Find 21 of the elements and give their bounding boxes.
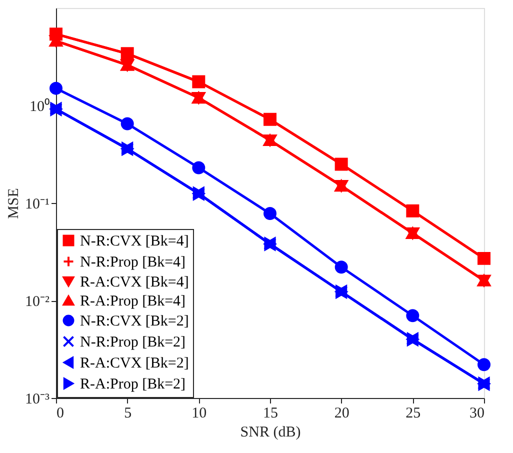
y-tick-label: 10⁰ <box>30 98 50 115</box>
legend-label: N-R:CVX [Bk=2] <box>80 314 189 330</box>
y-axis-title: MSE <box>6 188 22 219</box>
x-tick-label: 5 <box>124 406 132 422</box>
legend-label: N-R:Prop [Bk=4] <box>80 254 186 270</box>
legend-label: N-R:CVX [Bk=4] <box>80 234 189 250</box>
x-tick-label: 15 <box>263 406 278 422</box>
legend-label: R-A:Prop [Bk=2] <box>80 376 186 392</box>
x-tick-label: 20 <box>334 406 350 422</box>
x-tick-label: 0 <box>56 406 64 422</box>
y-tick-label: 10⁻³ <box>25 392 50 408</box>
legend-label: R-A:CVX [Bk=4] <box>80 274 189 290</box>
y-tick-label: 10⁻¹ <box>25 196 50 212</box>
legend-label: N-R:Prop [Bk=2] <box>80 334 186 350</box>
legend-label: R-A:CVX [Bk=2] <box>80 356 189 372</box>
x-axis-title: SNR (dB) <box>240 424 301 440</box>
x-tick-label: 25 <box>406 406 421 422</box>
x-tick-label: 10 <box>192 406 207 422</box>
x-tick-label: 30 <box>470 406 484 422</box>
y-tick-label: 10⁻² <box>25 294 50 310</box>
legend-label: R-A:Prop [Bk=4] <box>80 294 186 310</box>
